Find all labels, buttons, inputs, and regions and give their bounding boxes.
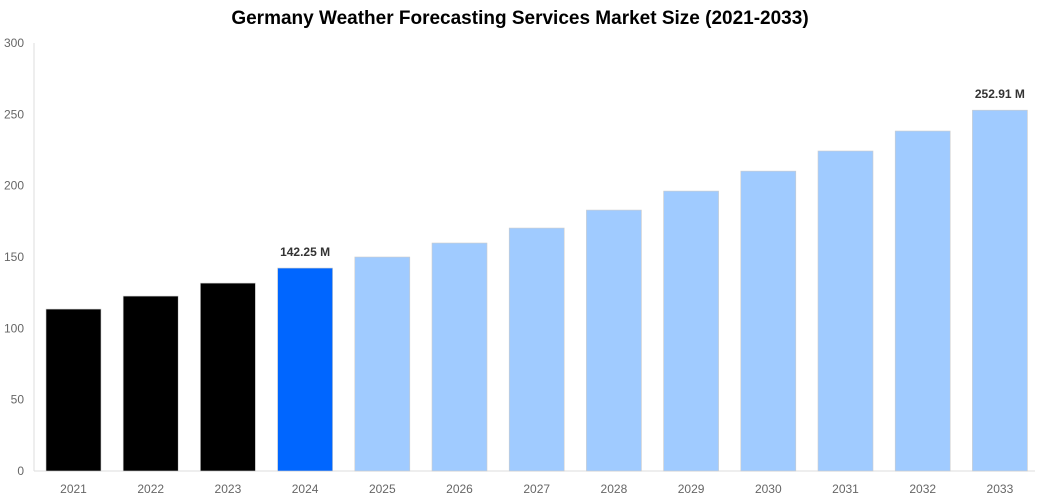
bar-2028 (586, 209, 642, 472)
data-label-2033: 252.91 M (975, 87, 1025, 101)
x-tick-label: 2026 (446, 482, 473, 496)
x-tick-label: 2031 (832, 482, 859, 496)
chart-title: Germany Weather Forecasting Services Mar… (231, 8, 809, 29)
bar-2022 (122, 295, 179, 472)
y-tick-label: 50 (11, 393, 25, 407)
x-tick-label: 2027 (523, 482, 550, 496)
x-tick-label: 2025 (369, 482, 396, 496)
bar-2031 (817, 150, 874, 472)
bar-2023 (200, 282, 256, 472)
bar-2025 (354, 256, 411, 472)
bar-2026 (431, 242, 488, 472)
y-tick-label: 300 (4, 36, 24, 50)
data-label-2024: 142.25 M (280, 245, 330, 259)
x-tick-label: 2023 (215, 482, 242, 496)
x-tick-label: 2022 (137, 482, 164, 496)
x-tick-label: 2029 (678, 482, 705, 496)
x-tick-label: 2033 (987, 482, 1014, 496)
y-tick-label: 250 (4, 107, 24, 121)
x-tick-label: 2024 (292, 482, 319, 496)
bar-2033 (972, 109, 1028, 472)
bar-2032 (894, 130, 951, 472)
bar-2029 (663, 190, 719, 472)
bar-2027 (508, 227, 565, 472)
bar-2024 (277, 267, 333, 472)
y-tick-label: 0 (17, 464, 24, 478)
x-tick-label: 2030 (755, 482, 782, 496)
x-tick-label: 2021 (60, 482, 87, 496)
bar-2021 (45, 308, 102, 472)
x-tick-label: 2028 (601, 482, 628, 496)
bar-2030 (740, 170, 797, 472)
x-tick-label: 2032 (909, 482, 936, 496)
y-tick-label: 150 (4, 250, 24, 264)
y-tick-label: 100 (4, 321, 24, 335)
y-tick-label: 200 (4, 179, 24, 193)
